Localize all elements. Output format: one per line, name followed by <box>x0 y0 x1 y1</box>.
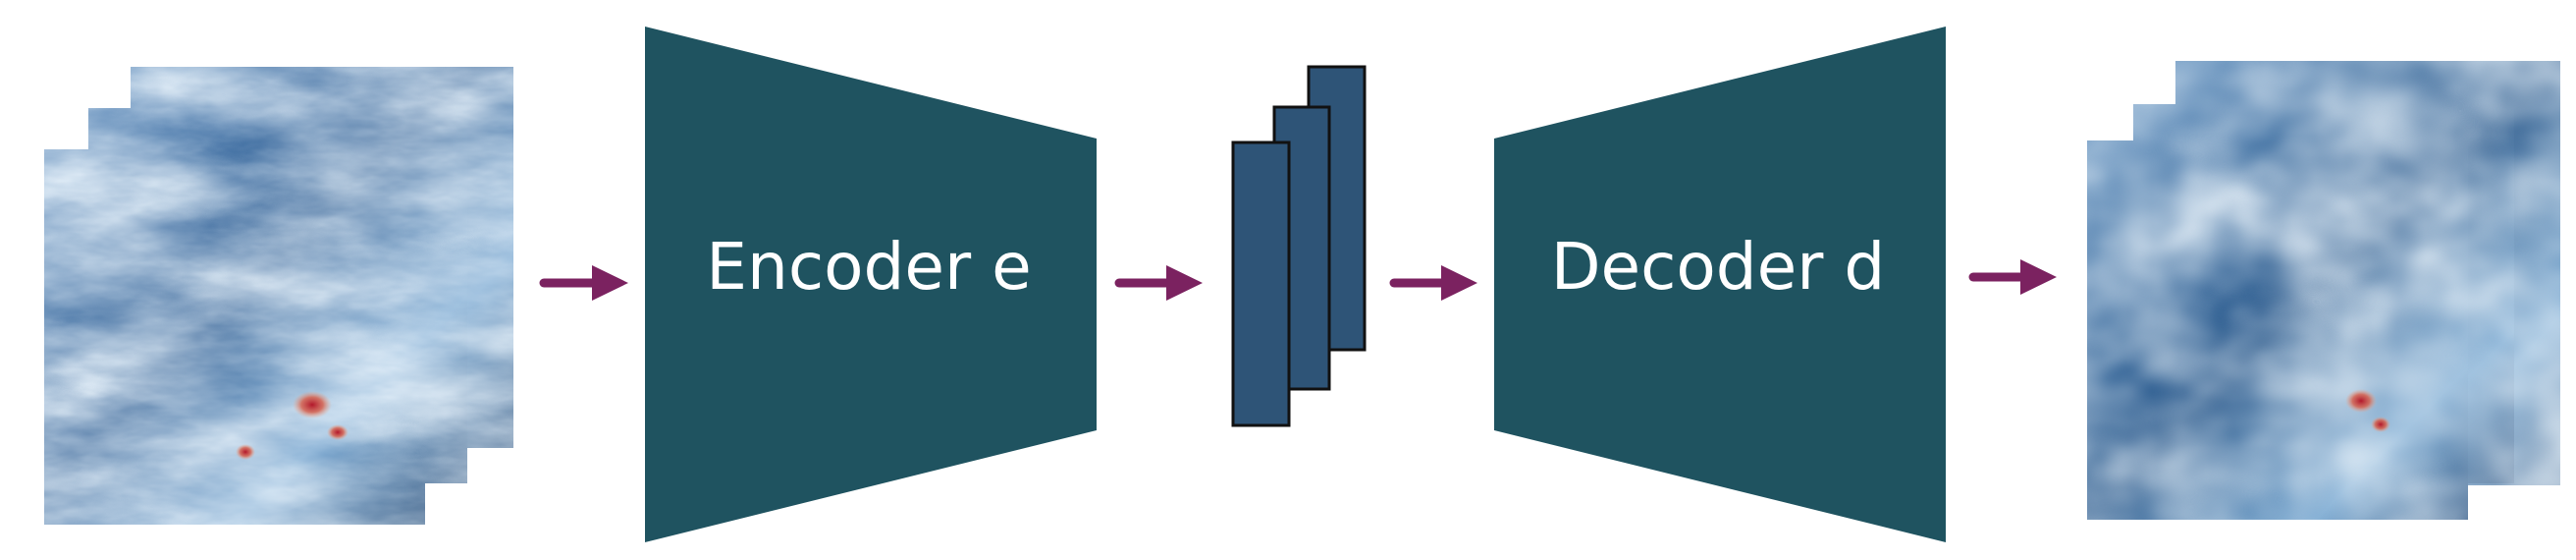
arrow-input-to-encoder <box>539 265 628 301</box>
decoder-block: Decoder d <box>1494 27 1946 542</box>
arrow-latent-to-decoder <box>1389 265 1477 301</box>
arrow-encoder-to-latent <box>1114 265 1203 301</box>
encoder-label: Encoder e <box>706 229 1031 305</box>
encoder-block: Encoder e <box>645 27 1097 542</box>
output-frame-stack <box>2087 61 2560 520</box>
arrow-decoder-to-output <box>1968 259 2057 295</box>
input-frame-front <box>44 149 425 525</box>
output-frame-front <box>2087 140 2468 520</box>
latent-representation <box>1231 65 1367 427</box>
input-frame-stack <box>44 67 513 525</box>
latent-layer-front <box>1231 140 1291 427</box>
decoder-label: Decoder d <box>1551 229 1886 305</box>
